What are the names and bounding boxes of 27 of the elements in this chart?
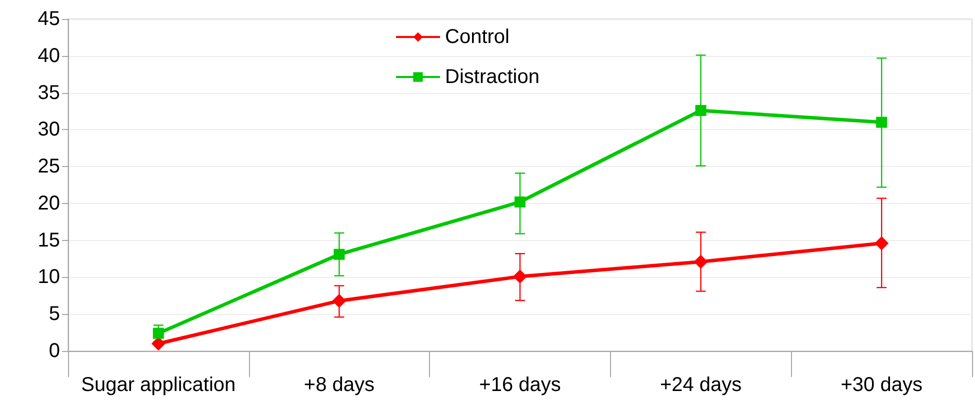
point — [151, 336, 166, 351]
y-tick-label: 15 — [38, 229, 60, 252]
point — [514, 196, 526, 208]
x-tick-label: +16 days — [479, 374, 561, 396]
point — [695, 104, 706, 116]
point — [876, 116, 888, 128]
y-tick-label: 25 — [38, 156, 60, 178]
y-tick-label: 35 — [38, 82, 60, 104]
point — [874, 236, 889, 250]
point — [332, 294, 346, 308]
point — [334, 248, 345, 260]
x-tick-label: +8 days — [304, 374, 375, 396]
point — [694, 254, 708, 269]
point — [152, 328, 164, 339]
y-tick-label: 5 — [48, 303, 60, 326]
y-tick-label: 0 — [48, 340, 60, 362]
x-tick-label: Sugar application — [81, 374, 236, 396]
legend-label: Distraction — [445, 66, 540, 88]
x-tick-label: +30 days — [840, 374, 922, 396]
legend-label: Control — [445, 26, 510, 48]
point — [513, 269, 527, 284]
y-tick-label: 40 — [38, 44, 60, 67]
y-tick-label: 20 — [38, 192, 60, 214]
y-tick-label: 10 — [38, 266, 60, 288]
y-tick-label: 45 — [38, 8, 60, 30]
y-tick-label: 30 — [38, 118, 60, 141]
x-tick-label: +24 days — [660, 374, 742, 396]
